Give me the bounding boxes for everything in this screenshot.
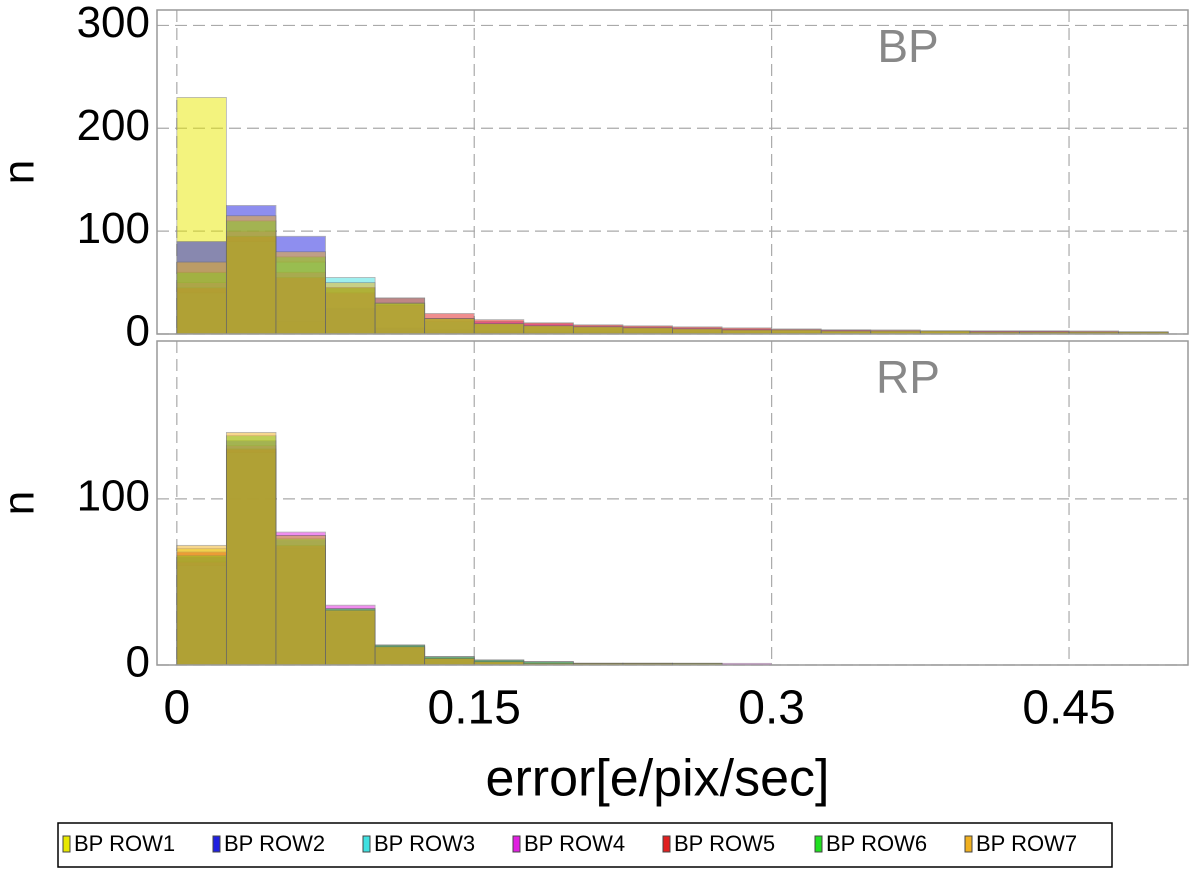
legend-swatch <box>62 835 71 853</box>
bar <box>374 302 426 335</box>
y-axis-label: n <box>0 491 44 515</box>
bar <box>176 261 227 335</box>
bar <box>374 646 426 666</box>
series <box>176 215 1169 335</box>
bar <box>622 327 673 335</box>
legend-swatch <box>362 835 371 853</box>
x-tick-label: 0.45 <box>1022 682 1115 735</box>
bar <box>275 251 326 335</box>
y-tick-label: 0 <box>126 307 150 356</box>
y-axis-label: n <box>0 160 44 184</box>
bar <box>225 431 277 666</box>
bar <box>424 318 475 335</box>
series <box>176 431 723 666</box>
panel-label: BP <box>877 20 938 72</box>
bar <box>523 325 574 335</box>
x-tick-label: 0.15 <box>428 682 521 735</box>
bar <box>424 657 475 666</box>
y-tick-label: 0 <box>126 638 150 687</box>
legend-swatch <box>212 835 221 853</box>
bar <box>325 609 376 666</box>
legend-label: BP ROW1 <box>74 831 175 856</box>
x-tick-label: 0.3 <box>738 682 805 735</box>
x-tick-label: 0 <box>163 682 190 735</box>
legend-swatch <box>964 835 973 853</box>
legend-swatch <box>814 835 823 853</box>
plot-frame <box>156 9 1189 335</box>
legend-label: BP ROW4 <box>524 831 625 856</box>
legend-label: BP ROW2 <box>224 831 325 856</box>
y-tick-label: 100 <box>77 471 150 520</box>
bar <box>572 326 624 335</box>
y-tick-label: 200 <box>77 101 150 150</box>
bar <box>473 323 525 335</box>
bar <box>176 544 227 666</box>
y-tick-label: 100 <box>77 204 150 253</box>
legend-swatch <box>662 835 671 853</box>
bar <box>225 215 277 335</box>
legend-label: BP ROW3 <box>374 831 475 856</box>
legend-label: BP ROW6 <box>826 831 927 856</box>
bar <box>275 535 326 666</box>
y-tick-label: 300 <box>77 0 150 47</box>
panel-label: RP <box>876 351 940 403</box>
bar <box>672 328 723 335</box>
legend-swatch <box>512 835 521 853</box>
legend-label: BP ROW5 <box>674 831 775 856</box>
legend-box <box>57 822 1113 868</box>
plot-frame <box>156 340 1189 666</box>
legend-label: BP ROW7 <box>976 831 1077 856</box>
x-axis-label: error[e/pix/sec] <box>486 750 830 808</box>
bar <box>325 282 376 335</box>
